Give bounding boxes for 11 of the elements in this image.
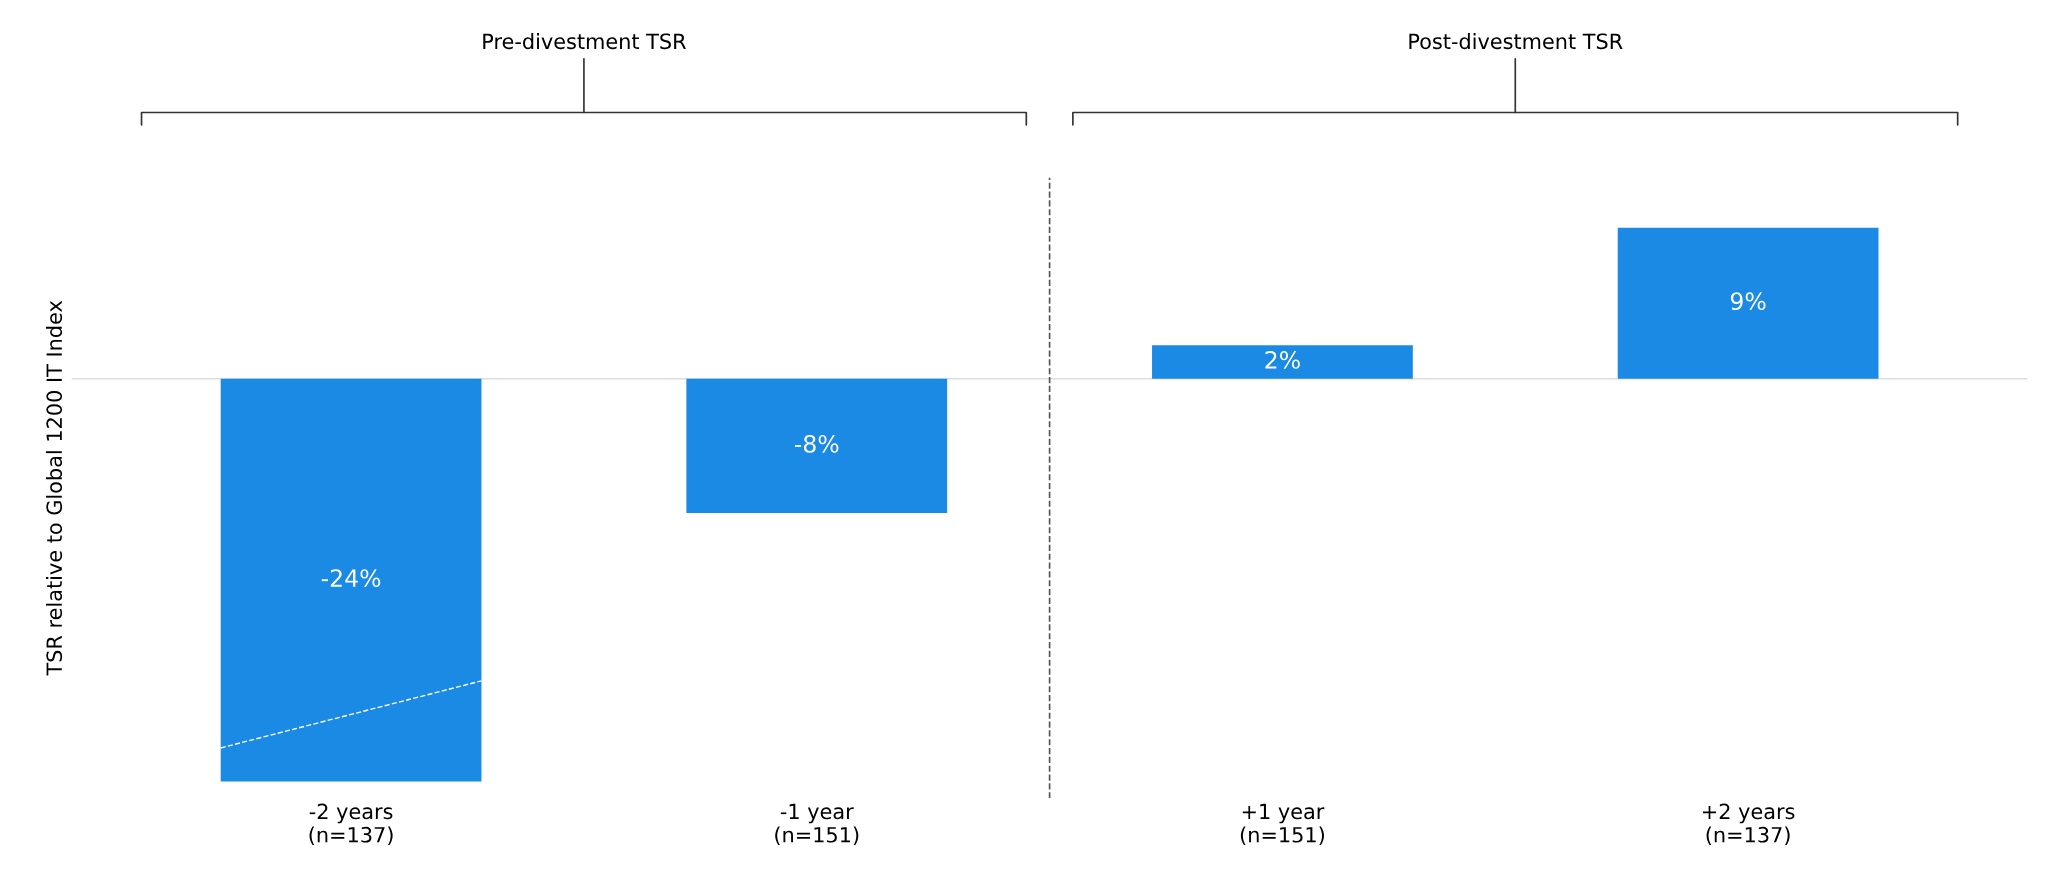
y-axis-title: TSR relative to Global 1200 IT Index	[45, 300, 63, 676]
text: Post-divestment TSR	[1409, 33, 1623, 50]
x-tick-label: -1 year (n=151)	[775, 803, 859, 846]
x-tick-label: -2 years (n=137)	[309, 803, 393, 846]
text: Pre-divestment TSR	[483, 33, 686, 50]
x-tick-label: +2 years (n=137)	[1702, 803, 1795, 846]
data-label: 2%	[1265, 350, 1300, 369]
data-label: -8%	[794, 434, 839, 453]
data-label: -24%	[321, 569, 381, 587]
data-label: 9%	[1730, 292, 1766, 311]
x-tick-label: +1 year (n=151)	[1240, 803, 1325, 846]
